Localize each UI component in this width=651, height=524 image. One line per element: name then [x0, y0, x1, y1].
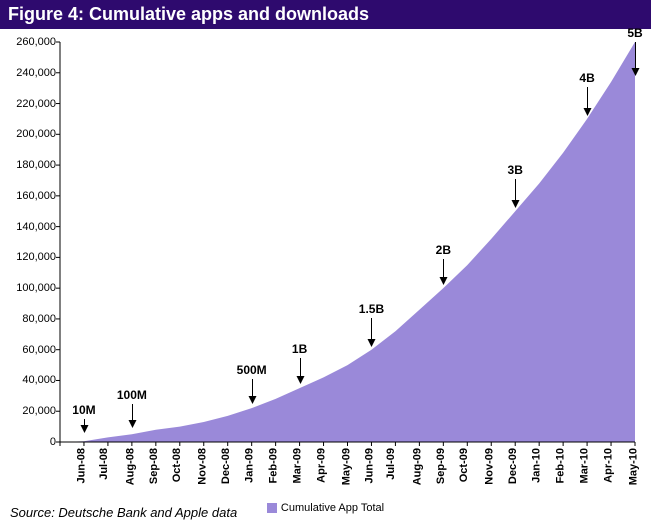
milestone-arrow — [635, 42, 636, 69]
ytick-label: 240,000 — [16, 67, 60, 79]
milestone-arrow — [515, 179, 516, 202]
ytick-label: 40,000 — [22, 374, 60, 386]
arrowhead-icon — [368, 339, 376, 347]
xtick-label: Jan-09 — [243, 448, 255, 483]
xtick-label: Aug-09 — [412, 448, 424, 485]
xtick-label: Mar-09 — [291, 448, 303, 483]
ytick-label: 260,000 — [16, 36, 60, 48]
xtick-label: Nov-09 — [484, 448, 496, 485]
xtick-label: Sep-08 — [148, 448, 160, 484]
legend-label: Cumulative App Total — [281, 502, 384, 514]
ytick-label: 20,000 — [22, 405, 60, 417]
ytick-label: 140,000 — [16, 221, 60, 233]
source-text: Source: Deutsche Bank and Apple data — [10, 505, 237, 520]
ytick-label: 160,000 — [16, 190, 60, 202]
arrowhead-icon — [440, 277, 448, 285]
xtick-label: Feb-10 — [555, 448, 567, 483]
arrowhead-icon — [128, 420, 136, 428]
figure: Figure 4: Cumulative apps and downloads … — [0, 0, 651, 524]
figure-title: Figure 4: Cumulative apps and downloads — [0, 0, 651, 29]
ytick-label: 60,000 — [22, 344, 60, 356]
milestone-label: 2B — [436, 243, 451, 257]
arrowhead-icon — [632, 68, 640, 76]
ytick-label: 0 — [50, 436, 60, 448]
xtick-label: Jul-09 — [385, 448, 397, 480]
xtick-label: Sep-09 — [435, 448, 447, 484]
milestone-label: 10M — [72, 403, 95, 417]
ytick-label: 80,000 — [22, 313, 60, 325]
milestone-label: 1.5B — [359, 302, 384, 316]
milestone-label: 100M — [117, 388, 147, 402]
area-series — [60, 42, 635, 442]
ytick-label: 100,000 — [16, 282, 60, 294]
arrowhead-icon — [248, 396, 256, 404]
xtick-label: Apr-09 — [315, 448, 327, 483]
xtick-label: Dec-09 — [507, 448, 519, 484]
xtick-label: Oct-08 — [171, 448, 183, 482]
area-chart-svg — [60, 42, 635, 442]
xtick-label: Dec-08 — [220, 448, 232, 484]
xtick-label: Jul-08 — [98, 448, 110, 480]
xtick-label: Aug-08 — [125, 448, 137, 485]
xtick-label: Apr-10 — [603, 448, 615, 483]
ytick-label: 220,000 — [16, 98, 60, 110]
milestone-label: 1B — [292, 342, 307, 356]
xtick-label: Mar-10 — [579, 448, 591, 483]
ytick-label: 180,000 — [16, 159, 60, 171]
legend-swatch — [267, 503, 277, 513]
arrowhead-icon — [584, 108, 592, 116]
xtick-label: Jun-09 — [363, 448, 375, 483]
arrowhead-icon — [296, 376, 304, 384]
ytick-label: 200,000 — [16, 128, 60, 140]
xtick-label: May-10 — [628, 448, 640, 485]
milestone-label: 500M — [237, 363, 267, 377]
xtick-label: Oct-09 — [458, 448, 470, 482]
milestone-arrow — [371, 318, 372, 341]
xtick-label: May-09 — [340, 448, 352, 485]
ytick-label: 120,000 — [16, 251, 60, 263]
milestone-arrow — [587, 87, 588, 110]
xtick-label: Jan-10 — [531, 448, 543, 483]
arrowhead-icon — [512, 200, 520, 208]
xtick-label: Nov-08 — [196, 448, 208, 485]
milestone-label: 5B — [627, 26, 642, 40]
milestone-label: 3B — [508, 163, 523, 177]
xtick-label: Jun-08 — [76, 448, 88, 483]
arrowhead-icon — [80, 425, 88, 433]
chart-area: 020,00040,00060,00080,000100,000120,0001… — [60, 42, 635, 442]
milestone-label: 4B — [579, 71, 594, 85]
xtick-label: Feb-09 — [267, 448, 279, 483]
